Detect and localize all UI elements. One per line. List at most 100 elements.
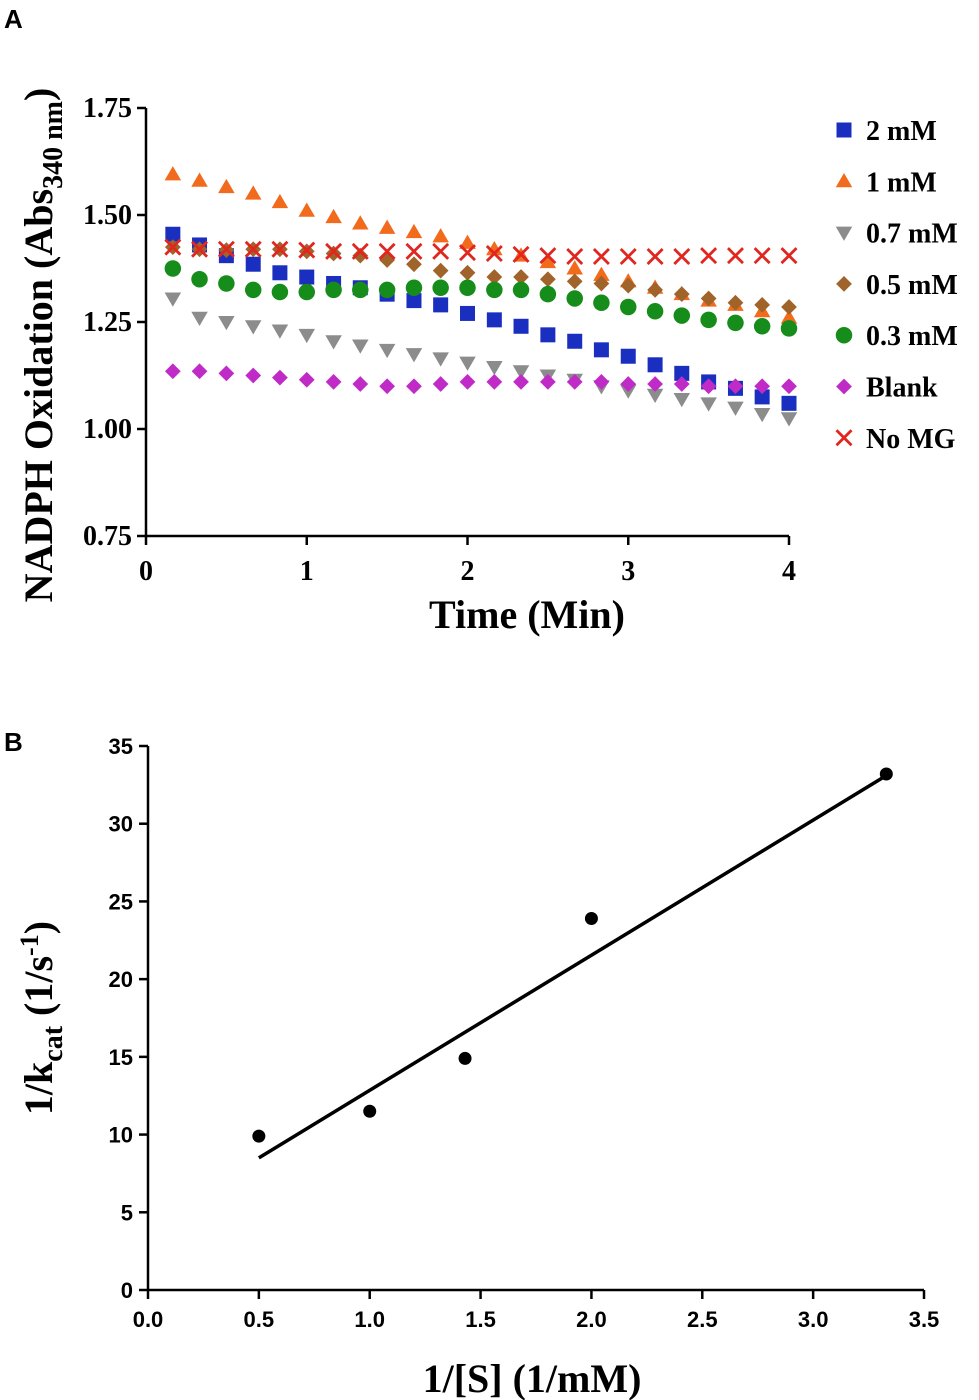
panel-b-x-tick-label: 1.0 bbox=[354, 1307, 385, 1332]
data-point bbox=[218, 275, 235, 292]
legend-item: 1 mM bbox=[835, 167, 937, 198]
data-point bbox=[351, 242, 369, 260]
data-point bbox=[754, 297, 771, 313]
panel-b-letter: B bbox=[4, 727, 23, 757]
panel-b-y-tick-label: 25 bbox=[109, 889, 133, 914]
data-point bbox=[352, 247, 369, 264]
data-point bbox=[879, 767, 893, 781]
data-point bbox=[432, 279, 449, 297]
data-point bbox=[352, 376, 369, 392]
panel-b-x-tick-label: 3.0 bbox=[798, 1307, 829, 1332]
data-point bbox=[780, 412, 798, 427]
legend-marker bbox=[836, 122, 852, 138]
data-point bbox=[727, 314, 744, 332]
data-point bbox=[245, 367, 262, 384]
data-point bbox=[700, 397, 717, 412]
panel-a-x-tick-label: 1 bbox=[300, 556, 314, 587]
data-point bbox=[272, 369, 288, 386]
data-point bbox=[432, 352, 449, 367]
data-point bbox=[673, 393, 691, 408]
data-point bbox=[271, 324, 289, 339]
data-point bbox=[164, 292, 182, 307]
legend-item: 0.7 mM bbox=[835, 219, 958, 250]
data-point bbox=[165, 226, 181, 242]
data-point bbox=[298, 283, 315, 301]
legend-label: No MG bbox=[866, 424, 956, 455]
data-point bbox=[584, 912, 598, 926]
data-point bbox=[191, 172, 208, 187]
data-point bbox=[244, 185, 262, 200]
series-0-3-mm bbox=[164, 260, 798, 337]
series-blank bbox=[164, 363, 797, 395]
data-point bbox=[566, 290, 583, 307]
panel-b-x-tick-label: 2.0 bbox=[576, 1307, 607, 1332]
data-point bbox=[513, 269, 529, 285]
data-point bbox=[727, 294, 744, 311]
data-point bbox=[673, 376, 690, 392]
data-point bbox=[647, 282, 663, 298]
panel-a-x-tick-label: 3 bbox=[621, 556, 635, 587]
data-point bbox=[298, 241, 316, 259]
data-point bbox=[271, 240, 289, 258]
data-point bbox=[620, 277, 637, 294]
data-point bbox=[620, 348, 636, 364]
data-point bbox=[325, 281, 342, 299]
data-point bbox=[406, 378, 422, 395]
data-point bbox=[406, 256, 422, 273]
data-point bbox=[164, 260, 182, 277]
data-point bbox=[727, 378, 744, 395]
data-point bbox=[218, 178, 235, 194]
panel-a-y-tick-label: 1.75 bbox=[83, 93, 132, 124]
panel-a-y-tick-label: 1.25 bbox=[83, 307, 132, 338]
data-point bbox=[432, 376, 449, 392]
data-point bbox=[540, 271, 556, 288]
data-point bbox=[593, 342, 609, 358]
panel-b-y-tick-label: 20 bbox=[109, 967, 133, 992]
panel-b-y-tick-label: 5 bbox=[121, 1200, 133, 1225]
data-point bbox=[191, 311, 208, 326]
data-point bbox=[513, 374, 529, 390]
panel-a-x-tick-label: 4 bbox=[782, 556, 796, 587]
data-point bbox=[566, 273, 583, 290]
panel-b-x-tick-label: 2.5 bbox=[687, 1307, 718, 1332]
data-point bbox=[164, 363, 181, 380]
legend-marker bbox=[835, 326, 853, 344]
data-point bbox=[540, 327, 556, 343]
data-point bbox=[566, 260, 583, 275]
data-point bbox=[460, 305, 475, 321]
data-point bbox=[352, 281, 369, 299]
panel-a-legend: 2 mM 1 mM 0.7 mM 0.5 mM 0.3 mM Blank No MG bbox=[835, 116, 958, 455]
panel-b-y-tick-label: 15 bbox=[109, 1045, 133, 1070]
data-point bbox=[352, 339, 369, 354]
data-point bbox=[433, 297, 449, 313]
data-point bbox=[218, 365, 235, 382]
legend-label: 0.5 mM bbox=[866, 270, 958, 301]
data-point bbox=[485, 245, 503, 263]
legend-marker bbox=[835, 429, 853, 447]
data-point bbox=[245, 256, 261, 272]
data-point bbox=[244, 320, 262, 335]
data-point bbox=[458, 1051, 472, 1065]
data-point bbox=[299, 269, 315, 285]
data-point bbox=[363, 1104, 377, 1118]
panel-a-y-axis-label: NADPH Oxidation (Abs340 nm) bbox=[16, 88, 69, 603]
data-point bbox=[539, 247, 557, 265]
legend-label: 1 mM bbox=[866, 167, 937, 198]
data-point bbox=[646, 388, 664, 404]
panel-a-letter: A bbox=[4, 4, 23, 34]
panel-b-x-axis-label: 1/[S] (1/mM) bbox=[423, 1356, 642, 1400]
data-point bbox=[700, 290, 717, 307]
panel-b-y-axis-label: 1/kcat (1/s-1) bbox=[15, 921, 69, 1115]
panel-a-y-tick-label: 0.75 bbox=[83, 521, 132, 552]
data-point bbox=[540, 374, 556, 390]
data-point bbox=[325, 245, 342, 262]
data-point bbox=[539, 253, 557, 269]
panel-b-x-tick-label: 3.5 bbox=[909, 1307, 940, 1332]
data-point bbox=[325, 242, 343, 260]
legend-item: No MG bbox=[835, 424, 956, 455]
data-point bbox=[566, 248, 584, 266]
data-point bbox=[352, 215, 369, 230]
data-point bbox=[620, 298, 637, 316]
data-point bbox=[781, 299, 797, 315]
series-no-mg bbox=[164, 238, 798, 266]
